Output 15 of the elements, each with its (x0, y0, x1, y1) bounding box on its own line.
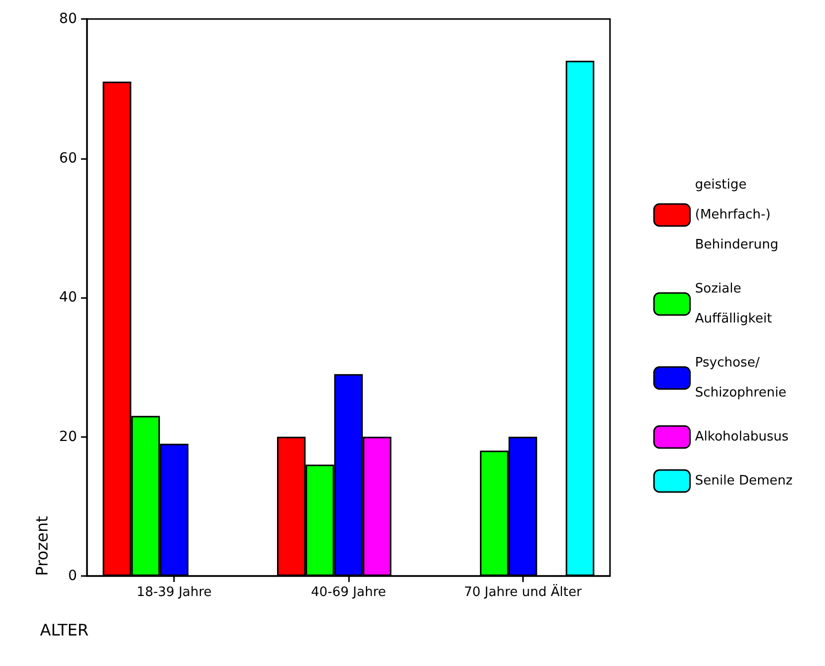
y-tick-label: 60 (59, 150, 77, 166)
y-tick-label: 20 (59, 428, 77, 445)
legend-label: Psychose/ Schizophrenie (695, 356, 786, 400)
x-axis-title: ALTER (40, 620, 89, 640)
legend-label: Soziale Auffälligkeit (695, 282, 772, 326)
y-tick-label: 0 (68, 568, 77, 584)
x-tick-label: 40-69 Jahre (310, 585, 386, 600)
x-tick-label: 18-39 Jahre (136, 585, 212, 600)
legend-label: geistige (Mehrfach-) Behinderung (695, 178, 778, 252)
y-axis-title: Prozent (32, 516, 52, 576)
y-tick-label: 40 (59, 290, 77, 306)
x-tick-label: 70 Jahre und Älter (464, 584, 582, 600)
legend-label: Alkoholabusus (695, 430, 789, 444)
y-tick-label: 80 (59, 11, 77, 27)
legend-label: Senile Demenz (695, 474, 793, 488)
